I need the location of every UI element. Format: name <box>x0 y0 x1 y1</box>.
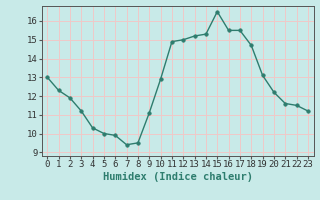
X-axis label: Humidex (Indice chaleur): Humidex (Indice chaleur) <box>103 172 252 182</box>
